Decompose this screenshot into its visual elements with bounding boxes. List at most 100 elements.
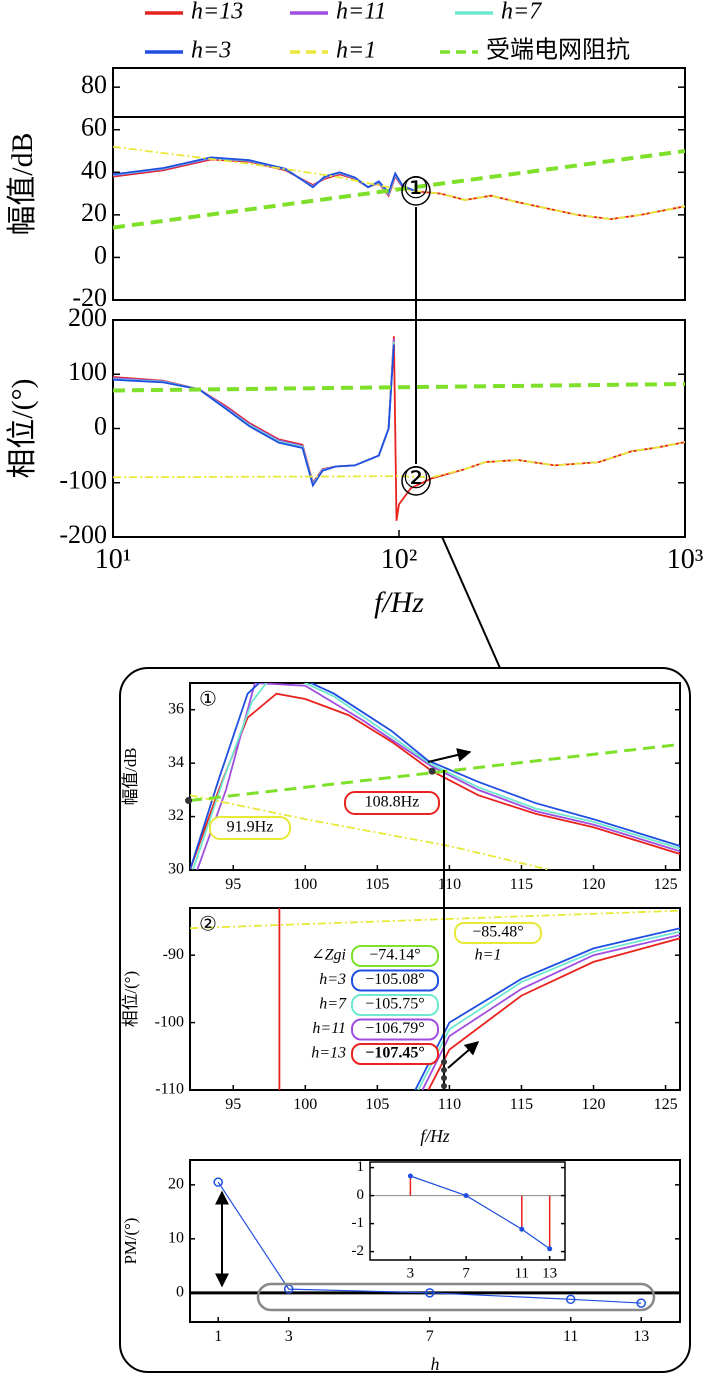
x-tick-label: 13 [542,1266,557,1282]
readout-name: h=1 [475,947,502,964]
series-line [113,382,685,393]
crossing-label: 91.9Hz [227,819,274,836]
readout-box [351,1043,439,1065]
readout-box [454,922,542,944]
y-axis-label: PM/(°) [121,1218,140,1265]
series-line [196,683,680,870]
x-tick-label: 105 [365,876,389,893]
series-line [278,908,680,1090]
legend-label: h=13 [191,0,243,25]
readout-value: −105.75° [365,996,424,1013]
y-axis-label: 幅值/dB [6,133,39,236]
y-tick-label: 20 [168,1176,184,1193]
data-point [565,1294,576,1305]
y-tick-label: 34 [168,754,184,771]
y-tick-label: 100 [68,357,107,386]
x-tick-label: 3 [407,1266,415,1282]
y-tick-label: 10 [168,1230,184,1247]
y-tick-label: 20 [81,198,107,227]
y-tick-label: -100 [155,1013,184,1030]
x-tick-label: 105 [365,1096,389,1113]
y-tick-label: 80 [81,70,107,99]
x-tick-label: 115 [510,1096,533,1113]
y-tick-label: 200 [68,303,107,332]
inset-line [410,1175,551,1250]
marker-ring [401,176,431,206]
plot-frame [112,319,686,538]
y-tick-label: -90 [163,946,184,963]
legend-label: h=1 [336,38,376,64]
x-tick-label: 95 [225,1096,241,1113]
series-line [113,344,395,488]
x-tick-label: 125 [654,1096,678,1113]
y-tick-label: 0 [357,1187,365,1203]
legend-label: 受端电网阻抗 [486,37,630,64]
x-tick-label: 13 [633,1328,649,1345]
pm-group-outline [256,1282,656,1312]
y-tick-label: 36 [168,700,184,717]
series-line [190,794,551,870]
crossing-box [209,816,291,840]
x-tick-label: 7 [462,1266,470,1282]
y-tick-label: 30 [168,861,184,878]
series-line [190,742,680,802]
readout-box [351,1018,439,1041]
crossing-point [185,797,193,805]
series-group [217,1181,642,1304]
readout-value: −85.48° [472,924,523,941]
readout-box [351,969,439,992]
x-axis-label: f/Hz [420,1126,449,1146]
phase-point [441,1075,447,1081]
x-tick-label: 10¹ [95,544,132,575]
plot-frame [189,682,681,871]
data-point [636,1298,646,1308]
x-tick-label: 110 [438,876,461,893]
phase-point [441,1059,447,1065]
x-tick-label: 125 [654,876,678,893]
series-line [190,683,680,870]
y-tick-label: 60 [81,113,107,142]
series-line [217,1181,642,1304]
zoom-box [119,667,691,1373]
legend-label: h=7 [501,0,542,25]
readout-name: h=11 [312,1020,346,1037]
readout-value: −107.45° [365,1045,425,1062]
x-tick-label: 1 [214,1328,222,1345]
x-tick-label: 100 [293,1096,317,1113]
x-tick-label: 10³ [667,544,704,575]
readout-value: −106.79° [365,1020,424,1037]
readout-value: −74.14° [369,947,420,964]
inset-frame [369,1161,566,1261]
data-point [424,1288,435,1298]
legend-label: h=11 [336,0,386,25]
y-axis-label: 相位/(°) [121,971,140,1027]
readout-name: h=3 [319,971,346,988]
x-tick-label: 11 [515,1266,529,1282]
readout-name: h=13 [311,1045,346,1062]
x-tick-label: 11 [563,1328,578,1345]
crossing-label: 108.8Hz [365,794,420,811]
series-line [113,145,685,221]
phase-point [441,1067,447,1073]
x-tick-label: 120 [582,876,606,893]
arrow [427,748,472,763]
y-tick-label: -1 [352,1215,365,1231]
readout-value: −105.08° [365,971,424,988]
x-tick-label: 7 [426,1328,434,1345]
marker-ring [401,466,431,496]
legend-label: h=3 [191,38,231,64]
crossing-point [428,767,436,775]
series-line [113,441,685,479]
readout-name: ∠Zgi [311,947,346,964]
series-line [113,156,417,195]
plot-frame [112,67,686,301]
series-group [190,683,680,870]
x-tick-label: 10² [381,544,418,575]
y-tick-label: 40 [81,155,107,184]
x-tick-label: 110 [438,1096,461,1113]
y-axis-label: 相位/(°) [6,379,39,479]
x-tick-label: 95 [225,876,241,893]
x-tick-label: 115 [510,876,533,893]
x-axis-label: f/Hz [374,586,424,619]
